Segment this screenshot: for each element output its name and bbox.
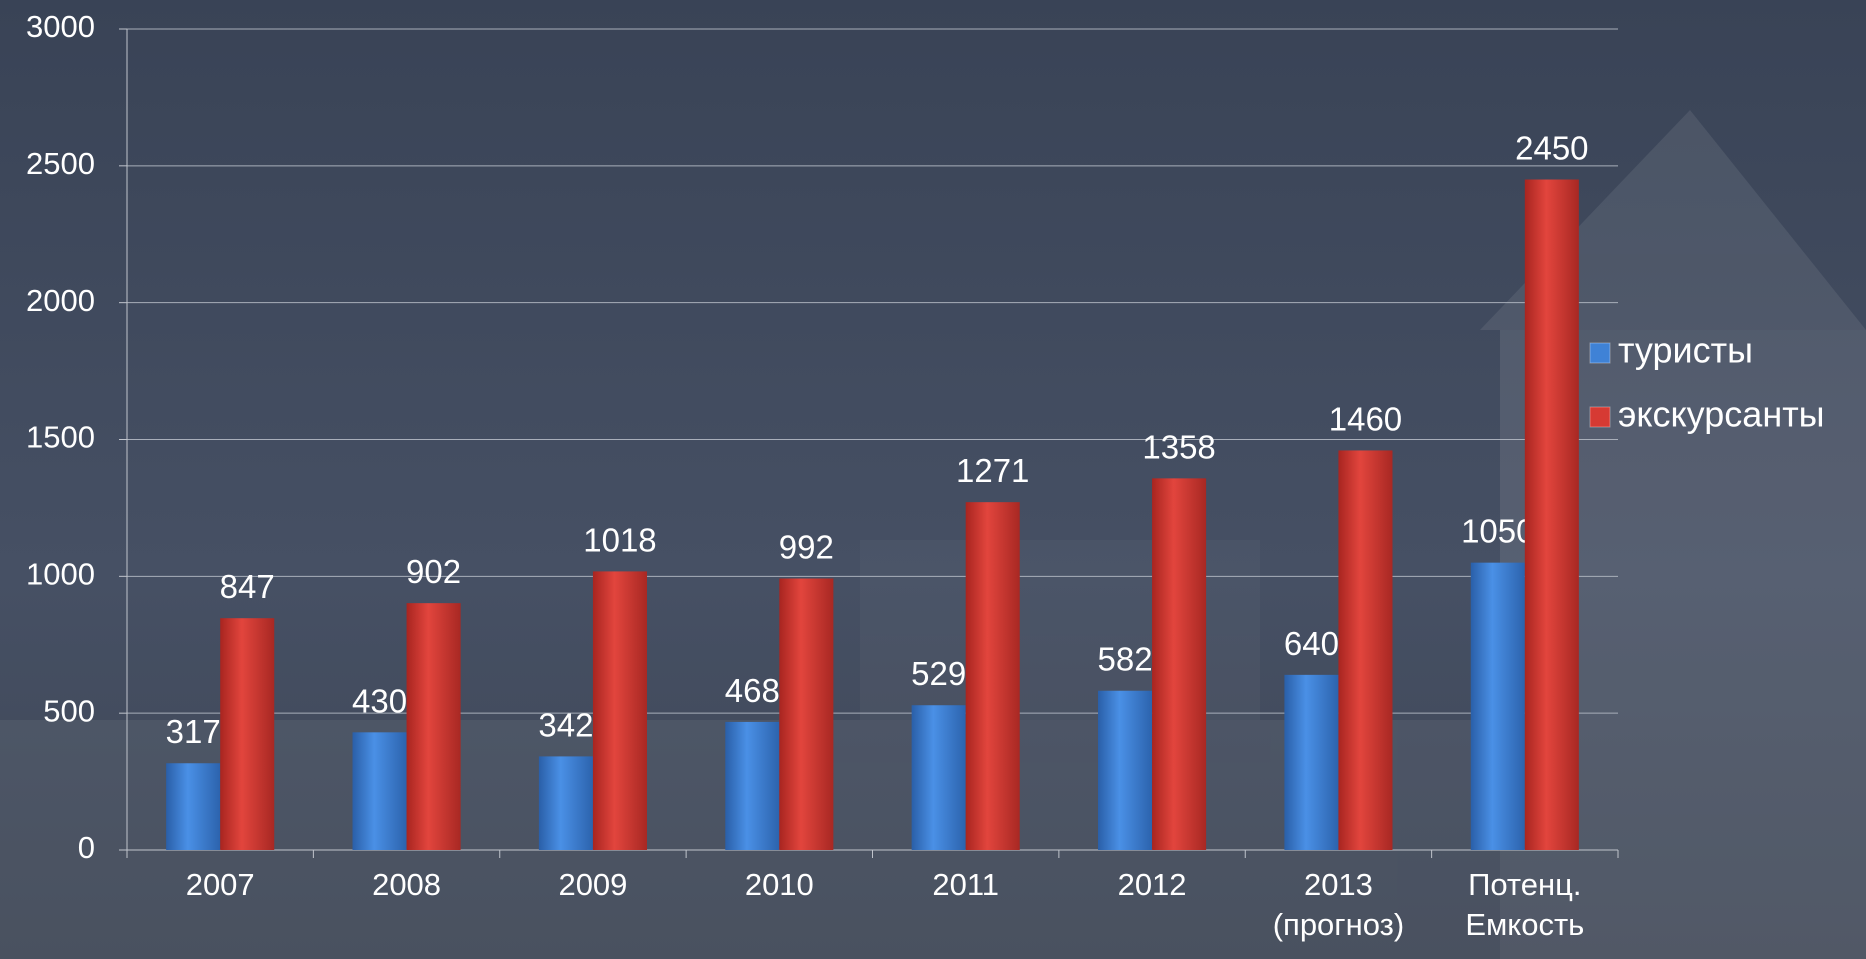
x-tick-label-line: 2012 [1118, 867, 1187, 902]
bar [1152, 478, 1206, 850]
x-tick-label-line: 2008 [372, 867, 441, 902]
x-tick-label-line: 2010 [745, 867, 814, 902]
value-label: 317 [166, 713, 221, 750]
x-tick-label-line: (прогноз) [1273, 907, 1404, 942]
bar [539, 756, 593, 850]
bar [166, 763, 220, 850]
value-label: 992 [779, 529, 834, 566]
x-tick-label: 2008 [372, 867, 441, 902]
y-tick-label: 1500 [26, 420, 95, 455]
value-label: 902 [406, 553, 461, 590]
x-tick-label: 2009 [558, 867, 627, 902]
value-label: 342 [538, 706, 593, 743]
x-tick-label-line: 2009 [558, 867, 627, 902]
x-tick-label-line: 2011 [932, 867, 999, 902]
bar [912, 705, 966, 850]
value-label: 529 [911, 655, 966, 692]
value-label: 2450 [1515, 130, 1588, 167]
x-tick-label-line: 2013 [1304, 867, 1373, 902]
value-label: 1460 [1329, 400, 1402, 437]
x-tick-label-line: 2007 [186, 867, 255, 902]
bar [779, 579, 833, 850]
bar [966, 502, 1020, 850]
x-tick-label: 2010 [745, 867, 814, 902]
value-label: 468 [725, 672, 780, 709]
x-tick-label-line: Емкость [1465, 907, 1584, 942]
x-tick-label-line: Потенц. [1468, 867, 1581, 902]
bar [593, 571, 647, 850]
bar [353, 732, 407, 850]
bar [1338, 450, 1392, 850]
y-tick-label: 500 [43, 693, 95, 728]
y-tick-label: 1000 [26, 557, 95, 592]
x-tick-label: 2012 [1118, 867, 1187, 902]
y-tick-label: 2500 [26, 146, 95, 181]
chart: 0 500 1000 1500 2000 2500 3000 2007 317 847 2008 43… [0, 0, 1866, 959]
value-label: 847 [220, 568, 275, 605]
page: {"chart_data":{"type":"bar", "categories… [0, 0, 1866, 959]
bar [1471, 563, 1525, 850]
legend-swatch [1590, 407, 1610, 427]
value-label: 1358 [1142, 428, 1215, 465]
value-label: 582 [1098, 641, 1153, 678]
legend-swatch [1590, 343, 1610, 363]
value-label: 1271 [956, 452, 1029, 489]
y-tick-label: 2000 [26, 283, 95, 318]
bar [1284, 675, 1338, 850]
bar [220, 618, 274, 850]
value-label: 640 [1284, 625, 1339, 662]
legend-label: туристы [1618, 330, 1753, 371]
legend-label: экскурсанты [1618, 394, 1825, 435]
x-tick-label: 2007 [186, 867, 255, 902]
y-tick-label: 0 [78, 830, 95, 865]
value-label: 1018 [583, 521, 656, 558]
value-label: 430 [352, 682, 407, 719]
bar [407, 603, 461, 850]
y-tick-label: 3000 [26, 9, 95, 44]
x-tick-label: 2011 [932, 867, 999, 902]
value-label: 1050 [1461, 513, 1534, 550]
bar [1525, 180, 1579, 850]
bar [725, 722, 779, 850]
bar [1098, 691, 1152, 850]
